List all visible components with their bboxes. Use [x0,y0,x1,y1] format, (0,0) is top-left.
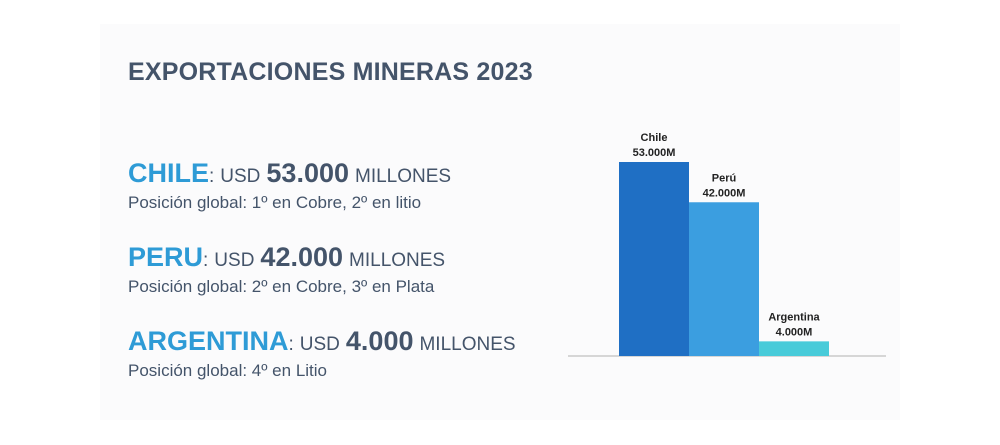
country-block-argentina: ARGENTINA : USD 4.000 MILLONES Posición … [128,326,516,381]
bar-category-label: Argentina [768,311,820,323]
amount-unit: MILLONES [349,250,446,271]
country-colon: : [288,334,294,355]
bar-perú [689,202,759,356]
currency-label: USD [214,250,255,271]
bar-value-label: 42.000M [703,187,746,199]
country-colon: : [203,250,209,271]
country-name: ARGENTINA [128,326,289,356]
global-position: Posición global: 1º en Cobre, 2º en liti… [128,193,422,212]
global-position: Posición global: 4º en Litio [128,361,328,380]
currency-label: USD [299,334,340,355]
country-colon: : [209,166,215,187]
country-headline: ARGENTINA : USD 4.000 MILLONES [128,326,516,357]
exports-bar-chart: Chile 53.000M Perú 42.000M Argentina 4.000M [560,120,900,370]
page-title: EXPORTACIONES MINERAS 2023 [128,58,533,86]
bar-category-label: Perú [712,172,736,184]
export-amount: 42.000 [260,242,344,272]
currency-label: USD [220,166,261,187]
amount-unit: MILLONES [355,166,452,187]
bar-argentina [759,341,829,356]
country-name: PERU [128,242,204,272]
global-position: Posición global: 2º en Cobre, 3º en Plat… [128,277,435,296]
bar-category-label: Chile [641,132,668,144]
country-block-chile: CHILE : USD 53.000 MILLONES Posición glo… [128,158,451,213]
country-name: CHILE [128,158,209,188]
bar-value-label: 53.000M [633,147,676,159]
export-amount: 4.000 [345,326,414,356]
amount-unit: MILLONES [419,334,516,355]
bar-chile [619,162,689,356]
country-block-peru: PERU : USD 42.000 MILLONES Posición glob… [128,242,445,297]
bar-chart-svg: Chile 53.000M Perú 42.000M Argentina 4.000M [568,132,886,357]
export-amount: 53.000 [266,158,349,188]
bar-value-label: 4.000M [776,326,813,338]
country-headline: PERU : USD 42.000 MILLONES [128,242,445,273]
country-headline: CHILE : USD 53.000 MILLONES [128,158,451,189]
